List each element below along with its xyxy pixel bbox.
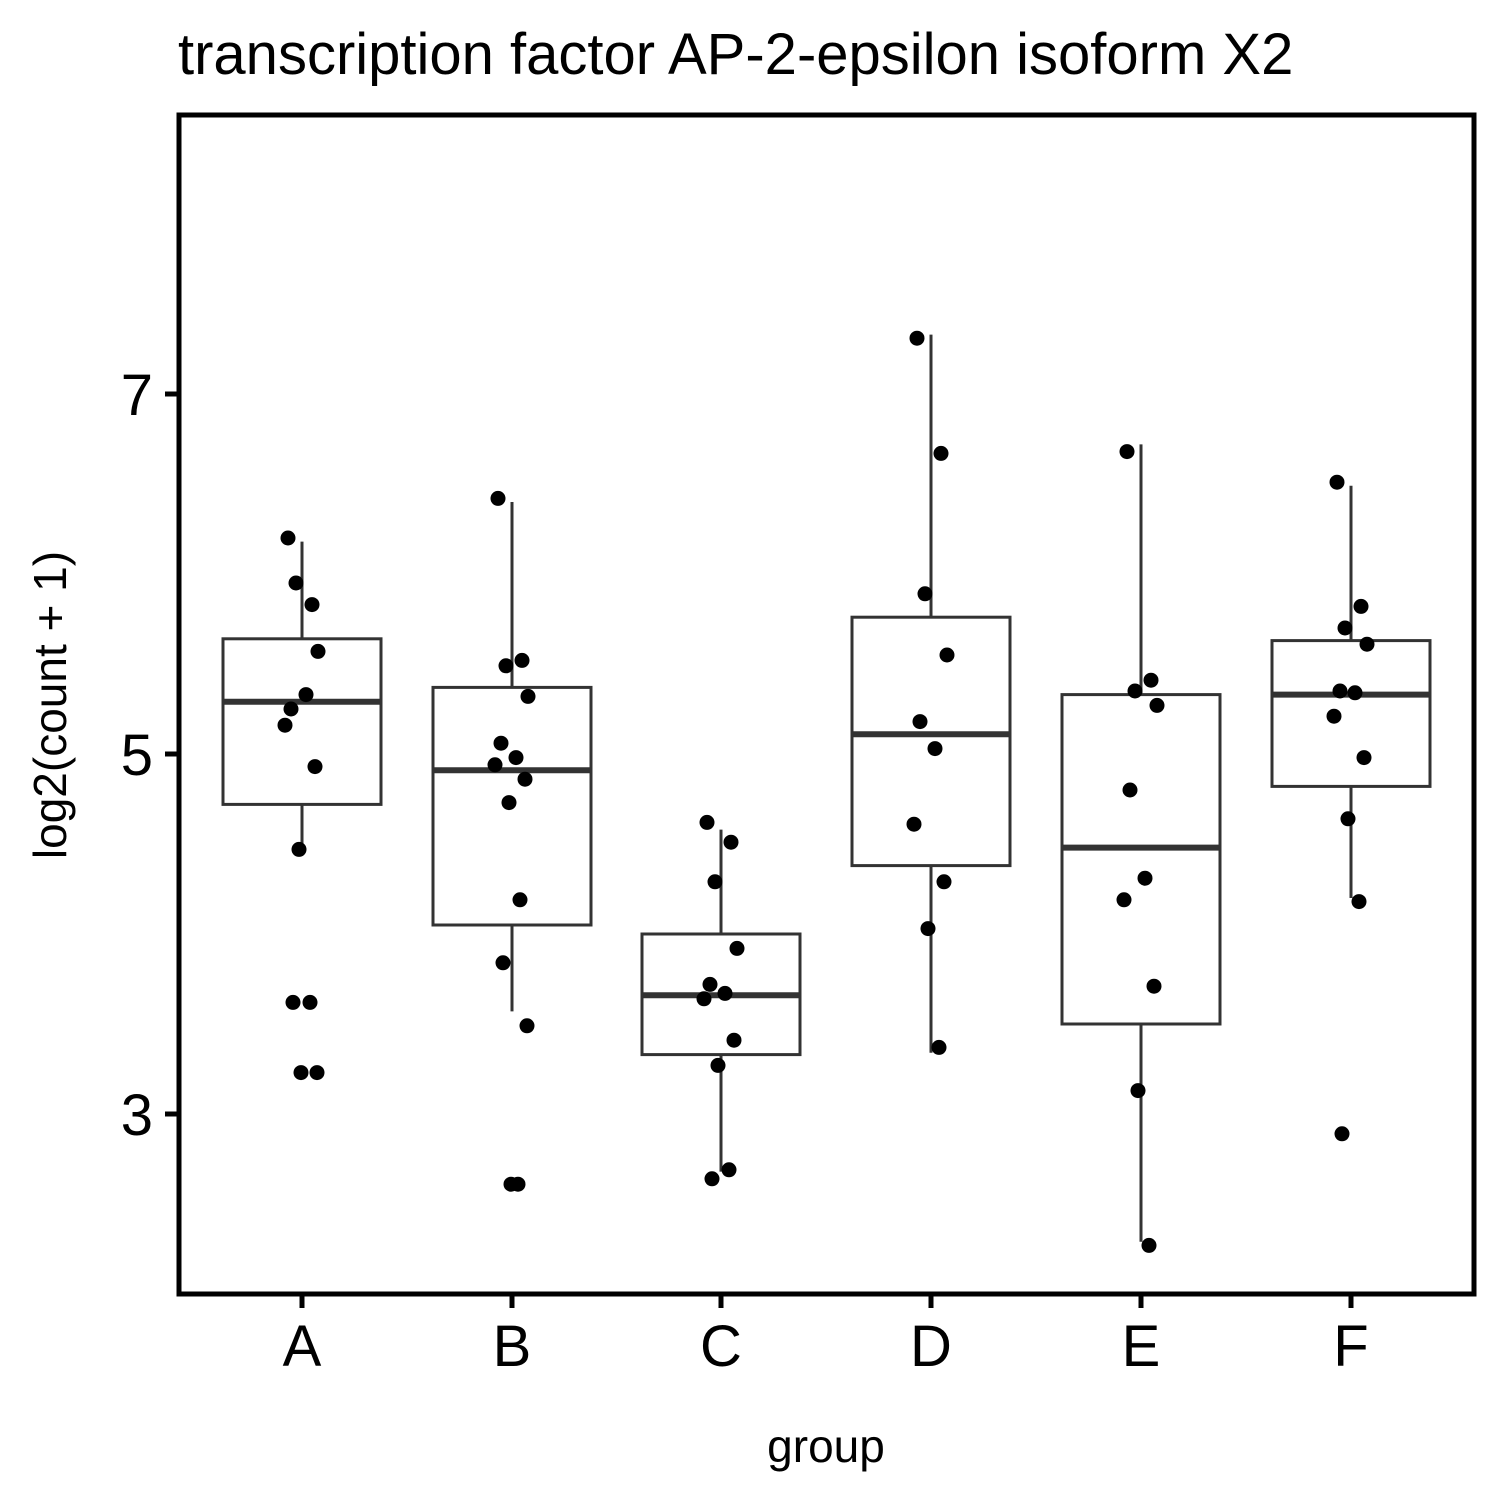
data-point [1146, 978, 1162, 994]
data-point [304, 597, 320, 613]
data-point [519, 1018, 535, 1034]
data-point [696, 991, 712, 1007]
data-point [501, 795, 517, 811]
axes: 3 5 7 A B C D E F [121, 363, 1369, 1379]
data-point [1130, 1083, 1146, 1099]
data-point [726, 1032, 742, 1048]
data-point [699, 814, 715, 830]
data-point [514, 652, 530, 668]
y-tick-label: 7 [121, 363, 153, 428]
data-point [302, 994, 318, 1010]
data-point [721, 1162, 737, 1178]
x-tick-label: F [1333, 1314, 1368, 1379]
y-tick-label: 3 [121, 1083, 153, 1148]
data-point [707, 874, 723, 890]
box-e [1060, 444, 1222, 1242]
box-b [431, 502, 593, 1012]
data-point [1141, 1237, 1157, 1253]
data-point [490, 490, 506, 506]
data-point [310, 643, 326, 659]
data-point [1334, 1126, 1350, 1142]
box-iqr [1270, 639, 1432, 788]
data-point [917, 586, 933, 602]
data-point [1337, 620, 1353, 636]
y-tick-label: 5 [121, 723, 153, 788]
data-point [495, 955, 511, 971]
data-point [1353, 598, 1369, 614]
data-point [1116, 892, 1132, 908]
data-point [912, 714, 928, 730]
data-point [298, 687, 314, 703]
data-point [291, 841, 307, 857]
data-point [288, 575, 304, 591]
data-point [1359, 636, 1375, 652]
data-point [729, 940, 745, 956]
data-point [1326, 708, 1342, 724]
data-point [1332, 683, 1348, 699]
data-point [1351, 894, 1367, 910]
box-f [1270, 485, 1432, 898]
data-point [1149, 697, 1165, 713]
data-point [939, 647, 955, 663]
x-tick-label: E [1122, 1314, 1161, 1379]
data-point [512, 892, 528, 908]
points-f [1326, 474, 1375, 1142]
data-point [717, 985, 733, 1001]
data-point [1137, 870, 1153, 886]
data-point [906, 816, 922, 832]
data-point [280, 530, 296, 546]
box-iqr [221, 637, 383, 806]
data-point [307, 759, 323, 775]
box-a [221, 541, 383, 844]
data-point [520, 688, 536, 704]
data-point [710, 1057, 726, 1073]
data-point [920, 921, 936, 937]
data-point [283, 701, 299, 717]
data-point [1329, 474, 1345, 490]
data-point [493, 735, 509, 751]
data-point [508, 750, 524, 766]
data-point [1122, 782, 1138, 798]
y-axis-title: log2(count + 1) [24, 551, 76, 859]
data-point [936, 874, 952, 890]
data-point [1127, 683, 1143, 699]
data-point [1119, 444, 1135, 460]
data-point [1356, 750, 1372, 766]
data-point [510, 1176, 526, 1192]
data-point [1347, 685, 1363, 701]
data-point [927, 741, 943, 757]
points-b [487, 490, 536, 1192]
data-point [309, 1065, 325, 1081]
box-iqr [1060, 693, 1222, 1026]
points-d [906, 330, 955, 1055]
data-point [293, 1065, 309, 1081]
data-point [704, 1171, 720, 1187]
points-c [696, 814, 745, 1187]
x-axis-title: group [767, 1420, 885, 1472]
x-tick-label: D [910, 1314, 952, 1379]
data-point [909, 330, 925, 346]
data-point [931, 1039, 947, 1055]
data-point [277, 717, 293, 733]
x-tick-label: B [493, 1314, 532, 1379]
chart-title: transcription factor AP-2-epsilon isofor… [178, 22, 1293, 87]
data-point [498, 658, 514, 674]
data-point [285, 994, 301, 1010]
box-d [850, 334, 1012, 1053]
x-tick-label: A [283, 1314, 322, 1379]
data-point [702, 976, 718, 992]
points-a [277, 530, 326, 1081]
panel-border [176, 112, 1477, 1297]
data-point [723, 834, 739, 850]
data-point [1143, 672, 1159, 688]
data-point [517, 771, 533, 787]
x-tick-label: C [700, 1314, 742, 1379]
points-e [1116, 444, 1165, 1253]
data-point [1340, 811, 1356, 827]
plot-area [221, 330, 1432, 1253]
box-iqr [850, 615, 1012, 868]
data-point [933, 445, 949, 461]
data-point [487, 757, 503, 773]
